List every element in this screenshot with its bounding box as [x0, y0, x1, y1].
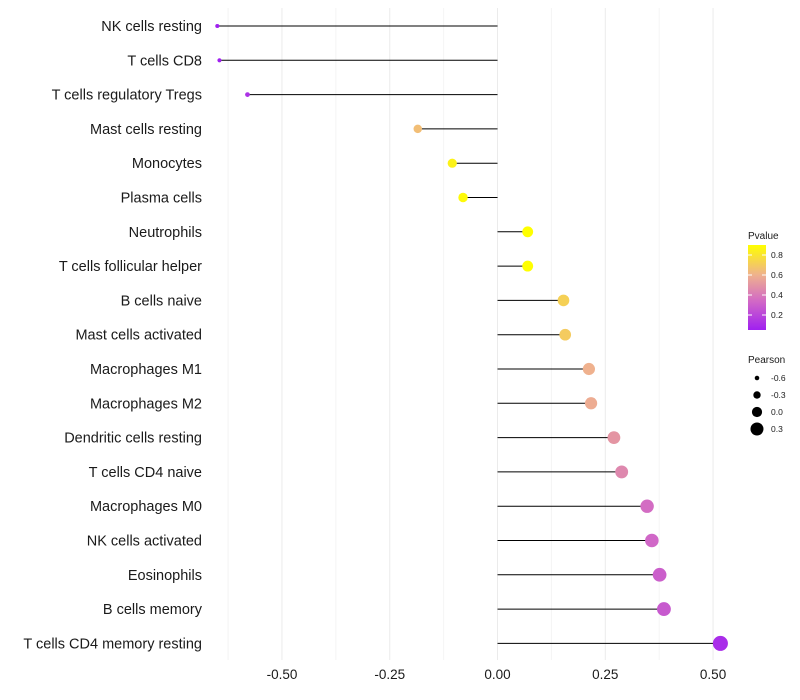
point-9: [559, 328, 572, 341]
point-7: [522, 260, 534, 272]
pearson-legend-items: -0.6 -0.3 0.0 0.3: [750, 373, 786, 436]
pvalue-tick-label: 0.8: [771, 250, 783, 260]
category-label: B cells memory: [103, 602, 203, 618]
pearson-legend-label: 0.0: [771, 407, 783, 417]
pearson-legend-dot: [754, 375, 760, 381]
x-tick-label: -0.25: [374, 667, 405, 682]
pvalue-legend-ticks: 0.2 0.4 0.6 0.8: [748, 250, 783, 320]
category-label: Mast cells activated: [75, 328, 202, 344]
category-label: T cells CD8: [127, 53, 202, 69]
category-label: T cells follicular helper: [59, 259, 202, 275]
point-14: [640, 499, 654, 513]
pvalue-tick-label: 0.4: [771, 290, 783, 300]
y-axis-category-labels: NK cells resting T cells CD8 T cells regul…: [23, 19, 202, 652]
point-1: [217, 58, 222, 63]
pvalue-colorbar: [748, 245, 766, 330]
category-label: Macrophages M0: [90, 499, 202, 515]
point-18: [712, 635, 728, 651]
category-label: T cells regulatory Tregs: [52, 88, 202, 104]
x-tick-label: 0.00: [484, 667, 510, 682]
category-label: B cells naive: [121, 293, 202, 309]
point-17: [657, 602, 671, 617]
category-label: Eosinophils: [128, 568, 202, 584]
pvalue-legend: Pvalue 0.2 0.4 0.6 0.8: [748, 231, 783, 330]
point-2: [245, 92, 250, 97]
point-11: [584, 397, 598, 410]
category-label: Macrophages M1: [90, 362, 202, 378]
point-12: [607, 431, 621, 444]
category-label: Mast cells resting: [90, 122, 202, 138]
pvalue-tick-label: 0.2: [771, 310, 783, 320]
category-label: T cells CD4 memory resting: [23, 636, 202, 652]
grid-lines: [227, 8, 714, 660]
x-tick-label: 0.25: [592, 667, 618, 682]
category-label: Macrophages M2: [90, 396, 202, 412]
category-label: NK cells activated: [87, 534, 202, 550]
category-label: Dendritic cells resting: [64, 431, 202, 447]
point-8: [557, 294, 570, 307]
pearson-legend-label: -0.3: [771, 390, 786, 400]
lollipop-stems: [217, 25, 721, 644]
category-label: Neutrophils: [129, 225, 202, 241]
point-5: [458, 192, 468, 203]
pearson-legend: Pearson -0.6 -0.3 0.0 0.3: [748, 355, 786, 436]
pearson-legend-dot: [751, 406, 763, 418]
category-label: NK cells resting: [101, 19, 202, 35]
pvalue-tick-label: 0.6: [771, 270, 783, 280]
category-label: T cells CD4 naive: [89, 465, 202, 481]
category-label: Plasma cells: [121, 191, 202, 207]
x-tick-label: 0.50: [700, 667, 726, 682]
pearson-legend-dot: [750, 422, 764, 436]
point-6: [522, 226, 534, 238]
point-16: [652, 567, 667, 582]
point-15: [645, 533, 659, 548]
pearson-legend-label: -0.6: [771, 373, 786, 383]
point-13: [615, 465, 629, 479]
x-tick-label: -0.50: [267, 667, 298, 682]
point-4: [447, 158, 457, 168]
point-0: [215, 23, 220, 29]
x-axis-tick-labels: -0.50 -0.25 0.00 0.25 0.50: [267, 667, 727, 682]
lollipop-points: [215, 23, 728, 651]
point-3: [413, 124, 423, 134]
pvalue-legend-title: Pvalue: [748, 231, 779, 242]
pearson-legend-title: Pearson: [748, 355, 785, 366]
point-10: [582, 362, 596, 376]
pearson-legend-dot: [753, 391, 761, 399]
category-label: Monocytes: [132, 156, 202, 172]
pearson-legend-label: 0.3: [771, 424, 783, 434]
